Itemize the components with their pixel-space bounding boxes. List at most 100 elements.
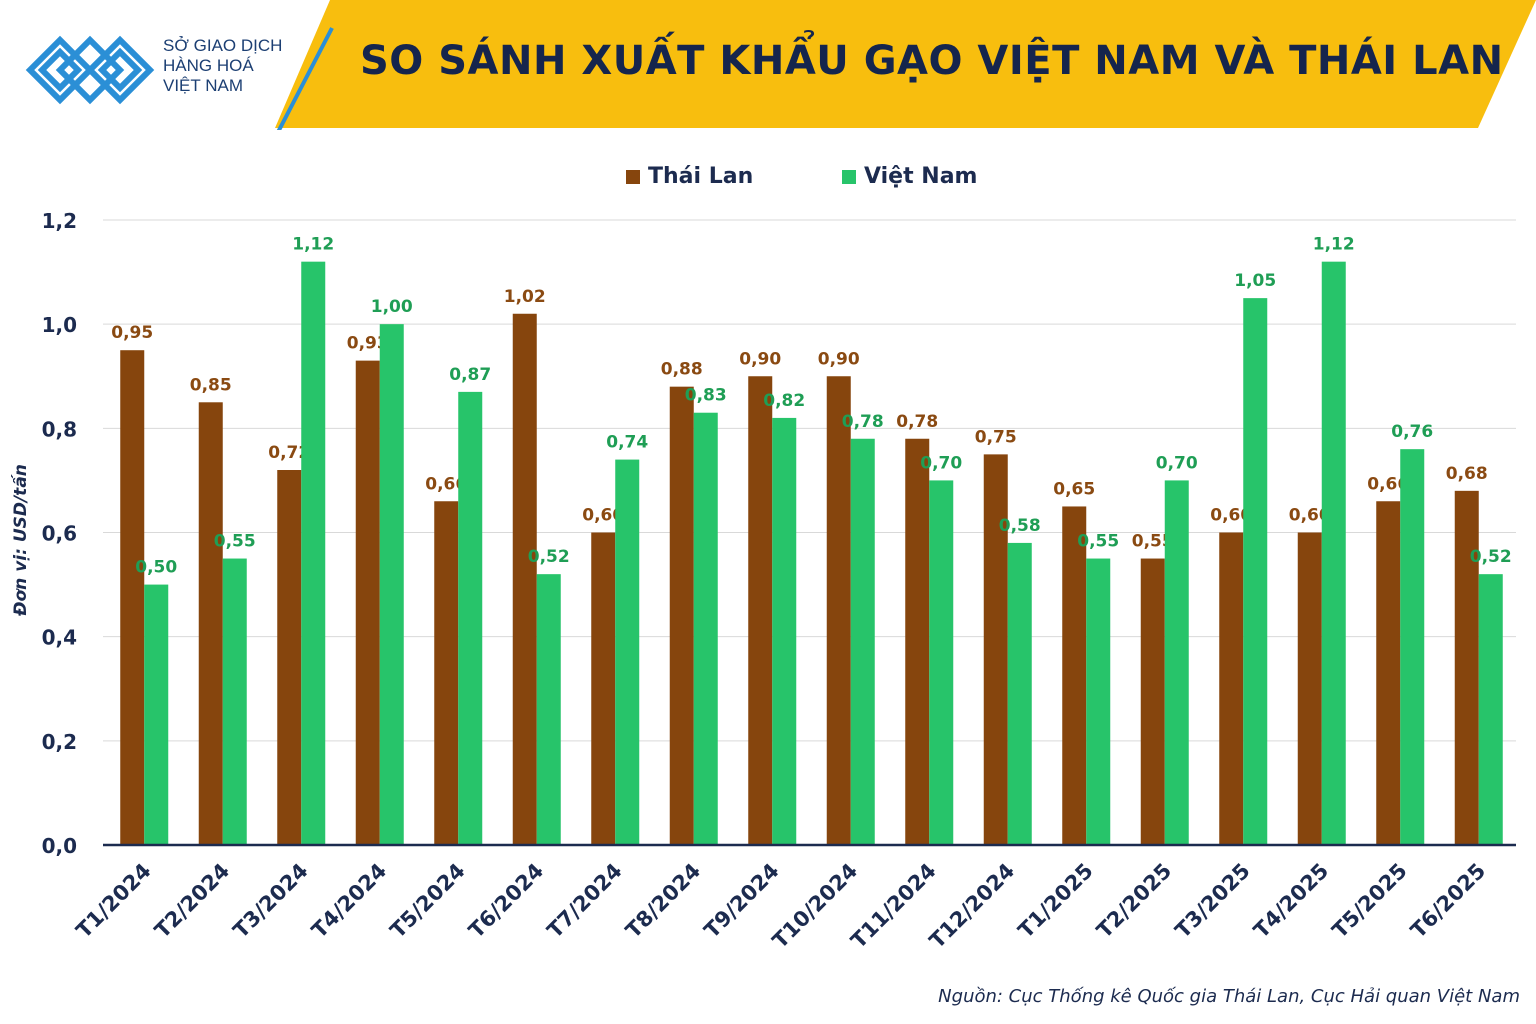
legend: Thái Lan Việt Nam <box>0 164 1536 194</box>
y-tick-label: 0,4 <box>42 626 77 650</box>
data-label-vietnam: 0,55 <box>1077 532 1119 552</box>
bar-thailand <box>1297 532 1322 845</box>
accent-stripe <box>276 27 334 130</box>
logo-line-2: HÀNG HOÁ <box>163 56 254 75</box>
data-label-thailand: 0,93 <box>347 334 389 354</box>
bar-thailand <box>277 470 302 845</box>
data-label-vietnam: 0,83 <box>685 386 727 406</box>
data-label-thailand: 1,02 <box>504 287 546 307</box>
data-label-vietnam: 0,76 <box>1391 422 1433 442</box>
data-label-vietnam: 1,12 <box>292 235 334 255</box>
data-label-vietnam: 1,12 <box>1313 235 1355 255</box>
legend-item-vietnam: Việt Nam <box>842 164 977 189</box>
bar-vietnam <box>850 438 875 845</box>
data-label-vietnam: 0,70 <box>920 453 962 473</box>
legend-label-vietnam: Việt Nam <box>864 164 978 189</box>
bar-thailand <box>1140 558 1165 845</box>
data-label-thailand: 0,75 <box>975 427 1017 447</box>
logo-line-1: SỞ GIAO DỊCH <box>163 36 283 55</box>
bar-thailand <box>1219 532 1244 845</box>
data-label-vietnam: 0,87 <box>449 365 491 385</box>
data-label-thailand: 0,66 <box>425 474 467 494</box>
bar-vietnam <box>144 584 169 845</box>
x-tick-label: T6/2024 <box>464 859 548 943</box>
bar-thailand <box>512 313 537 845</box>
header-background <box>25 0 1536 130</box>
bar-thailand <box>1376 501 1401 845</box>
bar-thailand <box>198 402 223 845</box>
chart-title: SO SÁNH XUẤT KHẨU GẠO VIỆT NAM VÀ THÁI L… <box>360 38 1504 84</box>
legend-swatch-vietnam <box>842 169 856 184</box>
y-tick-label: 0,6 <box>42 522 77 546</box>
bar-thailand <box>355 360 380 845</box>
bar-thailand <box>1062 506 1087 845</box>
bar-thailand <box>120 350 145 845</box>
bar-vietnam <box>1400 449 1425 845</box>
bar-thailand <box>1454 490 1479 845</box>
data-label-thailand: 0,60 <box>582 506 624 526</box>
x-tick-label: T12/2024 <box>925 859 1020 954</box>
legend-item-thailand: Thái Lan <box>626 164 753 189</box>
data-label-vietnam: 0,50 <box>135 558 177 578</box>
data-label-thailand: 0,60 <box>1210 506 1252 526</box>
data-label-thailand: 0,90 <box>818 349 860 369</box>
x-tick-label: T6/2025 <box>1406 859 1490 943</box>
x-tick-label: T7/2024 <box>543 859 627 943</box>
header-banner: SỞ GIAO DỊCH HÀNG HOÁ VIỆT NAM SO SÁNH X… <box>0 0 1536 130</box>
x-tick-label: T5/2024 <box>386 859 470 943</box>
data-label-thailand: 0,72 <box>268 443 310 463</box>
legend-label-thailand: Thái Lan <box>648 164 754 189</box>
data-label-thailand: 0,78 <box>896 412 938 432</box>
bar-vietnam <box>458 391 483 845</box>
data-label-vietnam: 1,00 <box>371 297 413 317</box>
bar-vietnam <box>1243 298 1268 845</box>
data-label-vietnam: 0,52 <box>528 547 570 567</box>
bar-vietnam <box>301 261 326 846</box>
bar-vietnam <box>772 417 797 845</box>
data-label-vietnam: 0,52 <box>1470 547 1512 567</box>
bar-vietnam <box>1086 558 1111 845</box>
logo-line-3: VIỆT NAM <box>163 76 243 95</box>
x-tick-label: T3/2025 <box>1171 859 1255 943</box>
data-label-vietnam: 0,82 <box>763 391 805 411</box>
data-label-thailand: 0,90 <box>739 349 781 369</box>
x-tick-label: T8/2024 <box>621 859 705 943</box>
bar-vietnam <box>379 324 404 846</box>
y-tick-label: 0,8 <box>42 417 77 441</box>
data-label-thailand: 0,95 <box>111 323 153 343</box>
data-label-thailand: 0,60 <box>1289 506 1331 526</box>
y-tick-label: 1,2 <box>42 209 77 233</box>
data-label-vietnam: 0,55 <box>214 532 256 552</box>
x-tick-label: T9/2024 <box>700 859 784 943</box>
bar-thailand <box>669 386 694 845</box>
logo-icon <box>25 35 155 105</box>
bar-thailand <box>826 376 851 845</box>
bar-vietnam <box>1321 261 1346 846</box>
data-label-vietnam: 0,70 <box>1156 453 1198 473</box>
x-tick-label: T1/2024 <box>72 859 156 943</box>
x-tick-label: T5/2025 <box>1328 859 1412 943</box>
bar-vietnam <box>1164 480 1189 845</box>
data-label-thailand: 0,66 <box>1367 474 1409 494</box>
bar-vietnam <box>1007 542 1032 845</box>
y-tick-label: 1,0 <box>42 313 77 337</box>
bar-thailand <box>905 438 930 845</box>
bar-thailand <box>591 532 616 845</box>
x-tick-label: T1/2025 <box>1014 859 1098 943</box>
logo-text: SỞ GIAO DỊCH HÀNG HOÁ VIỆT NAM <box>163 36 282 96</box>
bar-vietnam <box>536 574 561 845</box>
data-label-thailand: 0,65 <box>1053 479 1095 499</box>
y-tick-label: 0,0 <box>42 834 77 858</box>
bar-vietnam <box>222 558 247 845</box>
data-label-thailand: 0,68 <box>1446 464 1488 484</box>
x-tick-label: T4/2024 <box>307 859 391 943</box>
bar-vietnam <box>1478 574 1503 845</box>
bar-vietnam <box>693 412 718 845</box>
bar-vietnam <box>615 459 640 845</box>
data-label-thailand: 0,85 <box>190 375 232 395</box>
x-tick-label: T2/2025 <box>1092 859 1176 943</box>
data-label-vietnam: 0,58 <box>999 516 1041 536</box>
data-label-vietnam: 0,78 <box>842 412 884 432</box>
data-label-vietnam: 0,74 <box>606 433 648 453</box>
